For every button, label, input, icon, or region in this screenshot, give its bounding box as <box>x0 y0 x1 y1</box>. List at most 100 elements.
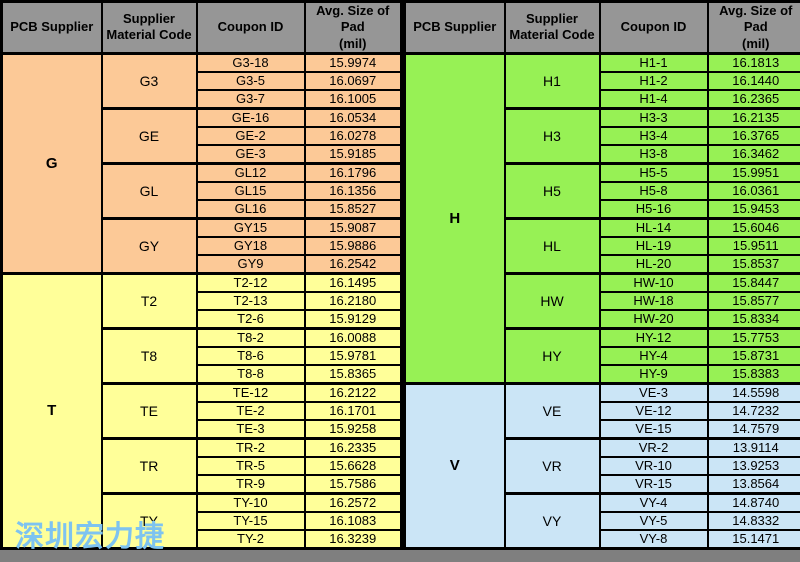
avg-size-cell: 16.0534 <box>303 106 403 128</box>
table-row: T T2 T2-12 16.1495 <box>0 271 403 550</box>
coupon-id-cell: VE-3 <box>598 381 709 403</box>
avg-size-cell: 15.9511 <box>706 235 800 256</box>
table-row: VY-8 15.1471 <box>405 528 800 550</box>
table-row: GL16 15.8527 <box>2 198 403 220</box>
coupon-id-cell: T8-8 <box>195 363 306 385</box>
coupon-id-cell: TE-3 <box>195 418 306 440</box>
coupon-id-cell: GE-2 <box>195 125 306 146</box>
table-row: T8-6 15.9781 <box>2 345 403 366</box>
avg-size-cell: 16.3765 <box>706 125 800 146</box>
table-row: VR-10 13.9253 <box>405 455 800 476</box>
col-header-avg-pad-size: Avg. Size of Pad (mil) <box>303 0 403 55</box>
coupon-id-cell: TY-10 <box>195 491 306 513</box>
material-cell: T8 <box>100 326 198 385</box>
material-cell: VE <box>503 381 601 440</box>
coupon-id-cell: GL16 <box>195 198 306 220</box>
table-row: GE GE-16 16.0534 <box>2 106 403 165</box>
coupon-id-cell: TR-9 <box>195 473 306 495</box>
material-cell: T2 <box>100 271 198 330</box>
coupon-id-cell: T2-6 <box>195 308 306 330</box>
table-row: TE TE-12 16.2122 <box>2 381 403 440</box>
table-body-left: G G3 G3-18 15.9974 G3-5 16.0697 G3-7 16.1005 GE G… <box>0 52 403 550</box>
coupon-id-cell: VY-8 <box>598 528 709 550</box>
table-row: VR-15 13.8564 <box>405 473 800 495</box>
material-cell: HW <box>503 271 601 330</box>
avg-size-cell: 15.9087 <box>303 216 403 238</box>
table-row: T8 T8-2 16.0088 <box>2 326 403 385</box>
avg-size-cell: 15.6628 <box>303 455 403 476</box>
table-row: TR TR-2 16.2335 <box>2 436 403 495</box>
material-cell: H1 <box>503 52 601 110</box>
table-row: HW-20 15.8334 <box>405 308 800 330</box>
coupon-id-cell: GY9 <box>195 253 306 275</box>
table-row: HW-18 15.8577 <box>405 290 800 311</box>
table-row: V VE VE-3 14.5598 <box>403 381 800 550</box>
coupon-id-cell: TY-15 <box>195 510 306 531</box>
coupon-id-cell: H5-8 <box>598 180 709 201</box>
material-cell: GE <box>100 106 198 165</box>
coupon-id-cell: HL-19 <box>598 235 709 256</box>
coupon-id-cell: VR-15 <box>598 473 709 495</box>
supplier-cell: G <box>0 52 103 275</box>
avg-size-cell: 15.8447 <box>706 271 800 293</box>
table-row: GY9 16.2542 <box>2 253 403 275</box>
avg-size-cell: 15.9185 <box>303 143 403 165</box>
coupon-id-cell: TE-2 <box>195 400 306 421</box>
table-row: TE-2 16.1701 <box>2 400 403 421</box>
table-row: G G3 G3-18 15.9974 <box>0 52 403 275</box>
avg-size-cell: 16.1005 <box>303 88 403 110</box>
coupon-id-cell: H1-1 <box>598 52 709 73</box>
coupon-id-cell: VE-15 <box>598 418 709 440</box>
material-cell: H3 <box>503 106 601 165</box>
coupon-id-cell: GE-3 <box>195 143 306 165</box>
avg-size-cell: 15.8365 <box>303 363 403 385</box>
coupon-id-cell: HW-18 <box>598 290 709 311</box>
table-row: H1-2 16.1440 <box>405 70 800 91</box>
avg-size-cell: 15.9453 <box>706 198 800 220</box>
material-cell: GL <box>100 161 198 220</box>
avg-size-cell: 15.9951 <box>706 161 800 183</box>
material-cell: TE <box>100 381 198 440</box>
coupon-id-cell: HL-14 <box>598 216 709 238</box>
avg-size-cell: 15.1471 <box>706 528 800 550</box>
table-row: TY TY-10 16.2572 <box>2 491 403 550</box>
coupon-id-cell: GE-16 <box>195 106 306 128</box>
table-row: VR VR-2 13.9114 <box>405 436 800 495</box>
material-cell: TR <box>100 436 198 495</box>
coupon-id-cell: VY-4 <box>598 491 709 513</box>
coupon-id-cell: T8-6 <box>195 345 306 366</box>
table-header: PCB Supplier Supplier Material Code Coup… <box>0 0 403 55</box>
avg-size-cell: 16.2335 <box>303 436 403 458</box>
col-header-pcb-supplier: PCB Supplier <box>403 0 506 55</box>
coupon-id-cell: HW-20 <box>598 308 709 330</box>
coupon-id-cell: TR-5 <box>195 455 306 476</box>
table-row: H3-8 16.3462 <box>405 143 800 165</box>
coupon-id-cell: VR-2 <box>598 436 709 458</box>
avg-size-cell: 15.7753 <box>706 326 800 348</box>
avg-size-cell: 15.8383 <box>706 363 800 385</box>
col-header-material-code: Supplier Material Code <box>503 0 601 55</box>
avg-size-cell: 16.1440 <box>706 70 800 91</box>
coupon-id-cell: HL-20 <box>598 253 709 275</box>
table-row: TY-2 16.3239 <box>2 528 403 550</box>
avg-size-cell: 15.6046 <box>706 216 800 238</box>
coupon-id-cell: G3-7 <box>195 88 306 110</box>
avg-size-cell: 15.9886 <box>303 235 403 256</box>
coupon-id-cell: T2-12 <box>195 271 306 293</box>
coupon-id-cell: H5-5 <box>598 161 709 183</box>
table-row: VE-15 14.7579 <box>405 418 800 440</box>
avg-size-cell: 13.9253 <box>706 455 800 476</box>
avg-size-cell: 16.2365 <box>706 88 800 110</box>
coupon-id-cell: VR-10 <box>598 455 709 476</box>
bottom-strip <box>0 550 800 562</box>
coupon-id-cell: TE-12 <box>195 381 306 403</box>
material-cell: GY <box>100 216 198 275</box>
avg-size-cell: 16.1701 <box>303 400 403 421</box>
table-row: HL-20 15.8537 <box>405 253 800 275</box>
avg-size-cell: 16.0088 <box>303 326 403 348</box>
table-row: HL-19 15.9511 <box>405 235 800 256</box>
avg-size-cell: 16.3462 <box>706 143 800 165</box>
coupon-id-cell: VY-5 <box>598 510 709 531</box>
table-row: H5 H5-5 15.9951 <box>405 161 800 220</box>
